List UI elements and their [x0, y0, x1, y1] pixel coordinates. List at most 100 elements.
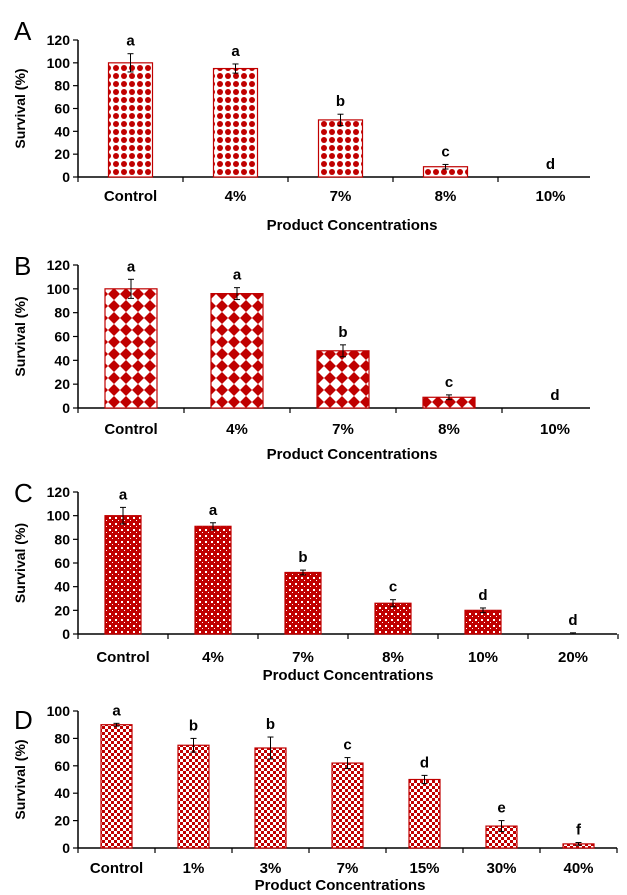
error-bar	[127, 53, 134, 73]
category-label: 10%	[540, 421, 570, 438]
significance-letter: a	[126, 33, 135, 50]
error-bar	[446, 394, 452, 401]
y-tick-label: 40	[54, 123, 70, 139]
category-label: 20%	[558, 649, 588, 666]
category-label: 10%	[468, 649, 498, 666]
y-tick-label: 80	[54, 78, 70, 94]
bar	[374, 602, 412, 635]
x-axis-label: Product Concentrations	[267, 446, 438, 463]
y-tick-label: 60	[54, 101, 70, 117]
y-tick-label: 120	[47, 484, 71, 500]
error-bar	[480, 607, 486, 614]
significance-letter: b	[189, 717, 198, 734]
y-tick-label: 120	[47, 32, 71, 48]
error-bar	[120, 506, 126, 525]
error-bar	[421, 774, 428, 785]
category-label: 7%	[337, 860, 359, 877]
chart-panel-b: B 0 20 40 60 80 100 120 Survival (%) a Control a 4% b…	[12, 251, 590, 463]
significance-letter: a	[209, 502, 218, 519]
panel-letter: C	[14, 478, 33, 508]
significance-letter: c	[389, 579, 397, 596]
panel-letter: B	[14, 251, 31, 281]
category-label: 10%	[535, 188, 565, 205]
y-tick-label: 120	[47, 257, 71, 273]
y-axis-label: Survival (%)	[12, 739, 28, 819]
significance-letter: a	[127, 258, 136, 275]
significance-letter: a	[233, 267, 242, 284]
y-tick-label: 40	[54, 785, 70, 801]
significance-letter: a	[112, 702, 121, 719]
bar	[284, 571, 322, 635]
y-tick-label: 40	[54, 579, 70, 595]
y-tick-label: 20	[54, 602, 70, 618]
x-axis-label: Product Concentrations	[263, 667, 434, 684]
error-bar	[570, 632, 576, 635]
y-axis-label: Survival (%)	[12, 523, 28, 603]
bar	[177, 744, 210, 849]
significance-letter: d	[568, 612, 577, 629]
category-label: 30%	[486, 860, 516, 877]
category-label: Control	[104, 188, 157, 205]
error-bar	[442, 163, 449, 170]
y-axis-label: Survival (%)	[12, 296, 28, 376]
significance-letter: e	[497, 800, 505, 817]
bar	[254, 747, 287, 849]
significance-letter: b	[298, 549, 307, 566]
category-label: 7%	[292, 649, 314, 666]
y-axis-label: Survival (%)	[12, 68, 28, 148]
category-label: 8%	[435, 188, 457, 205]
error-bar	[337, 113, 344, 127]
error-bar	[344, 757, 351, 770]
category-label: 8%	[438, 421, 460, 438]
y-tick-label: 0	[62, 840, 70, 856]
error-bar	[498, 820, 505, 833]
significance-letter: d	[546, 156, 555, 173]
error-bar	[232, 63, 239, 74]
bar	[317, 119, 364, 178]
significance-letter: c	[445, 374, 453, 391]
category-label: 4%	[202, 649, 224, 666]
y-tick-label: 0	[62, 400, 70, 416]
panel-letter: A	[14, 16, 32, 46]
y-tick-label: 20	[54, 813, 70, 829]
x-axis-label: Product Concentrations	[267, 217, 438, 234]
significance-letter: b	[336, 93, 345, 110]
bar	[212, 67, 259, 178]
bar	[194, 525, 232, 635]
bar	[104, 288, 158, 409]
y-tick-label: 60	[54, 555, 70, 571]
y-tick-label: 20	[54, 376, 70, 392]
y-tick-label: 0	[62, 169, 70, 185]
y-tick-label: 60	[54, 758, 70, 774]
y-tick-label: 40	[54, 352, 70, 368]
y-tick-label: 100	[47, 508, 71, 524]
significance-letter: c	[343, 737, 351, 754]
error-bar	[300, 569, 306, 576]
error-bar	[390, 599, 396, 608]
chart-panel-d: D 0 20 40 60 80 100 Survival (%) a Control b 1% b 3% c…	[12, 702, 618, 894]
bar	[331, 762, 364, 849]
error-bar	[113, 722, 120, 727]
y-tick-label: 20	[54, 146, 70, 162]
category-label: Control	[104, 421, 157, 438]
bar	[210, 293, 264, 409]
category-label: 1%	[183, 860, 205, 877]
category-label: Control	[96, 649, 149, 666]
error-bar	[128, 278, 134, 299]
category-label: 4%	[226, 421, 248, 438]
category-label: 8%	[382, 649, 404, 666]
y-tick-label: 100	[47, 55, 71, 71]
category-label: 7%	[330, 188, 352, 205]
y-tick-label: 60	[54, 329, 70, 345]
category-label: 15%	[409, 860, 439, 877]
bar	[316, 350, 370, 409]
bar	[100, 724, 133, 849]
y-tick-label: 80	[54, 730, 70, 746]
y-tick-label: 0	[62, 626, 70, 642]
x-axis-label: Product Concentrations	[255, 877, 426, 894]
category-label: 40%	[563, 860, 593, 877]
error-bar	[234, 287, 240, 301]
significance-letter: c	[441, 143, 449, 160]
category-label: Control	[90, 860, 143, 877]
